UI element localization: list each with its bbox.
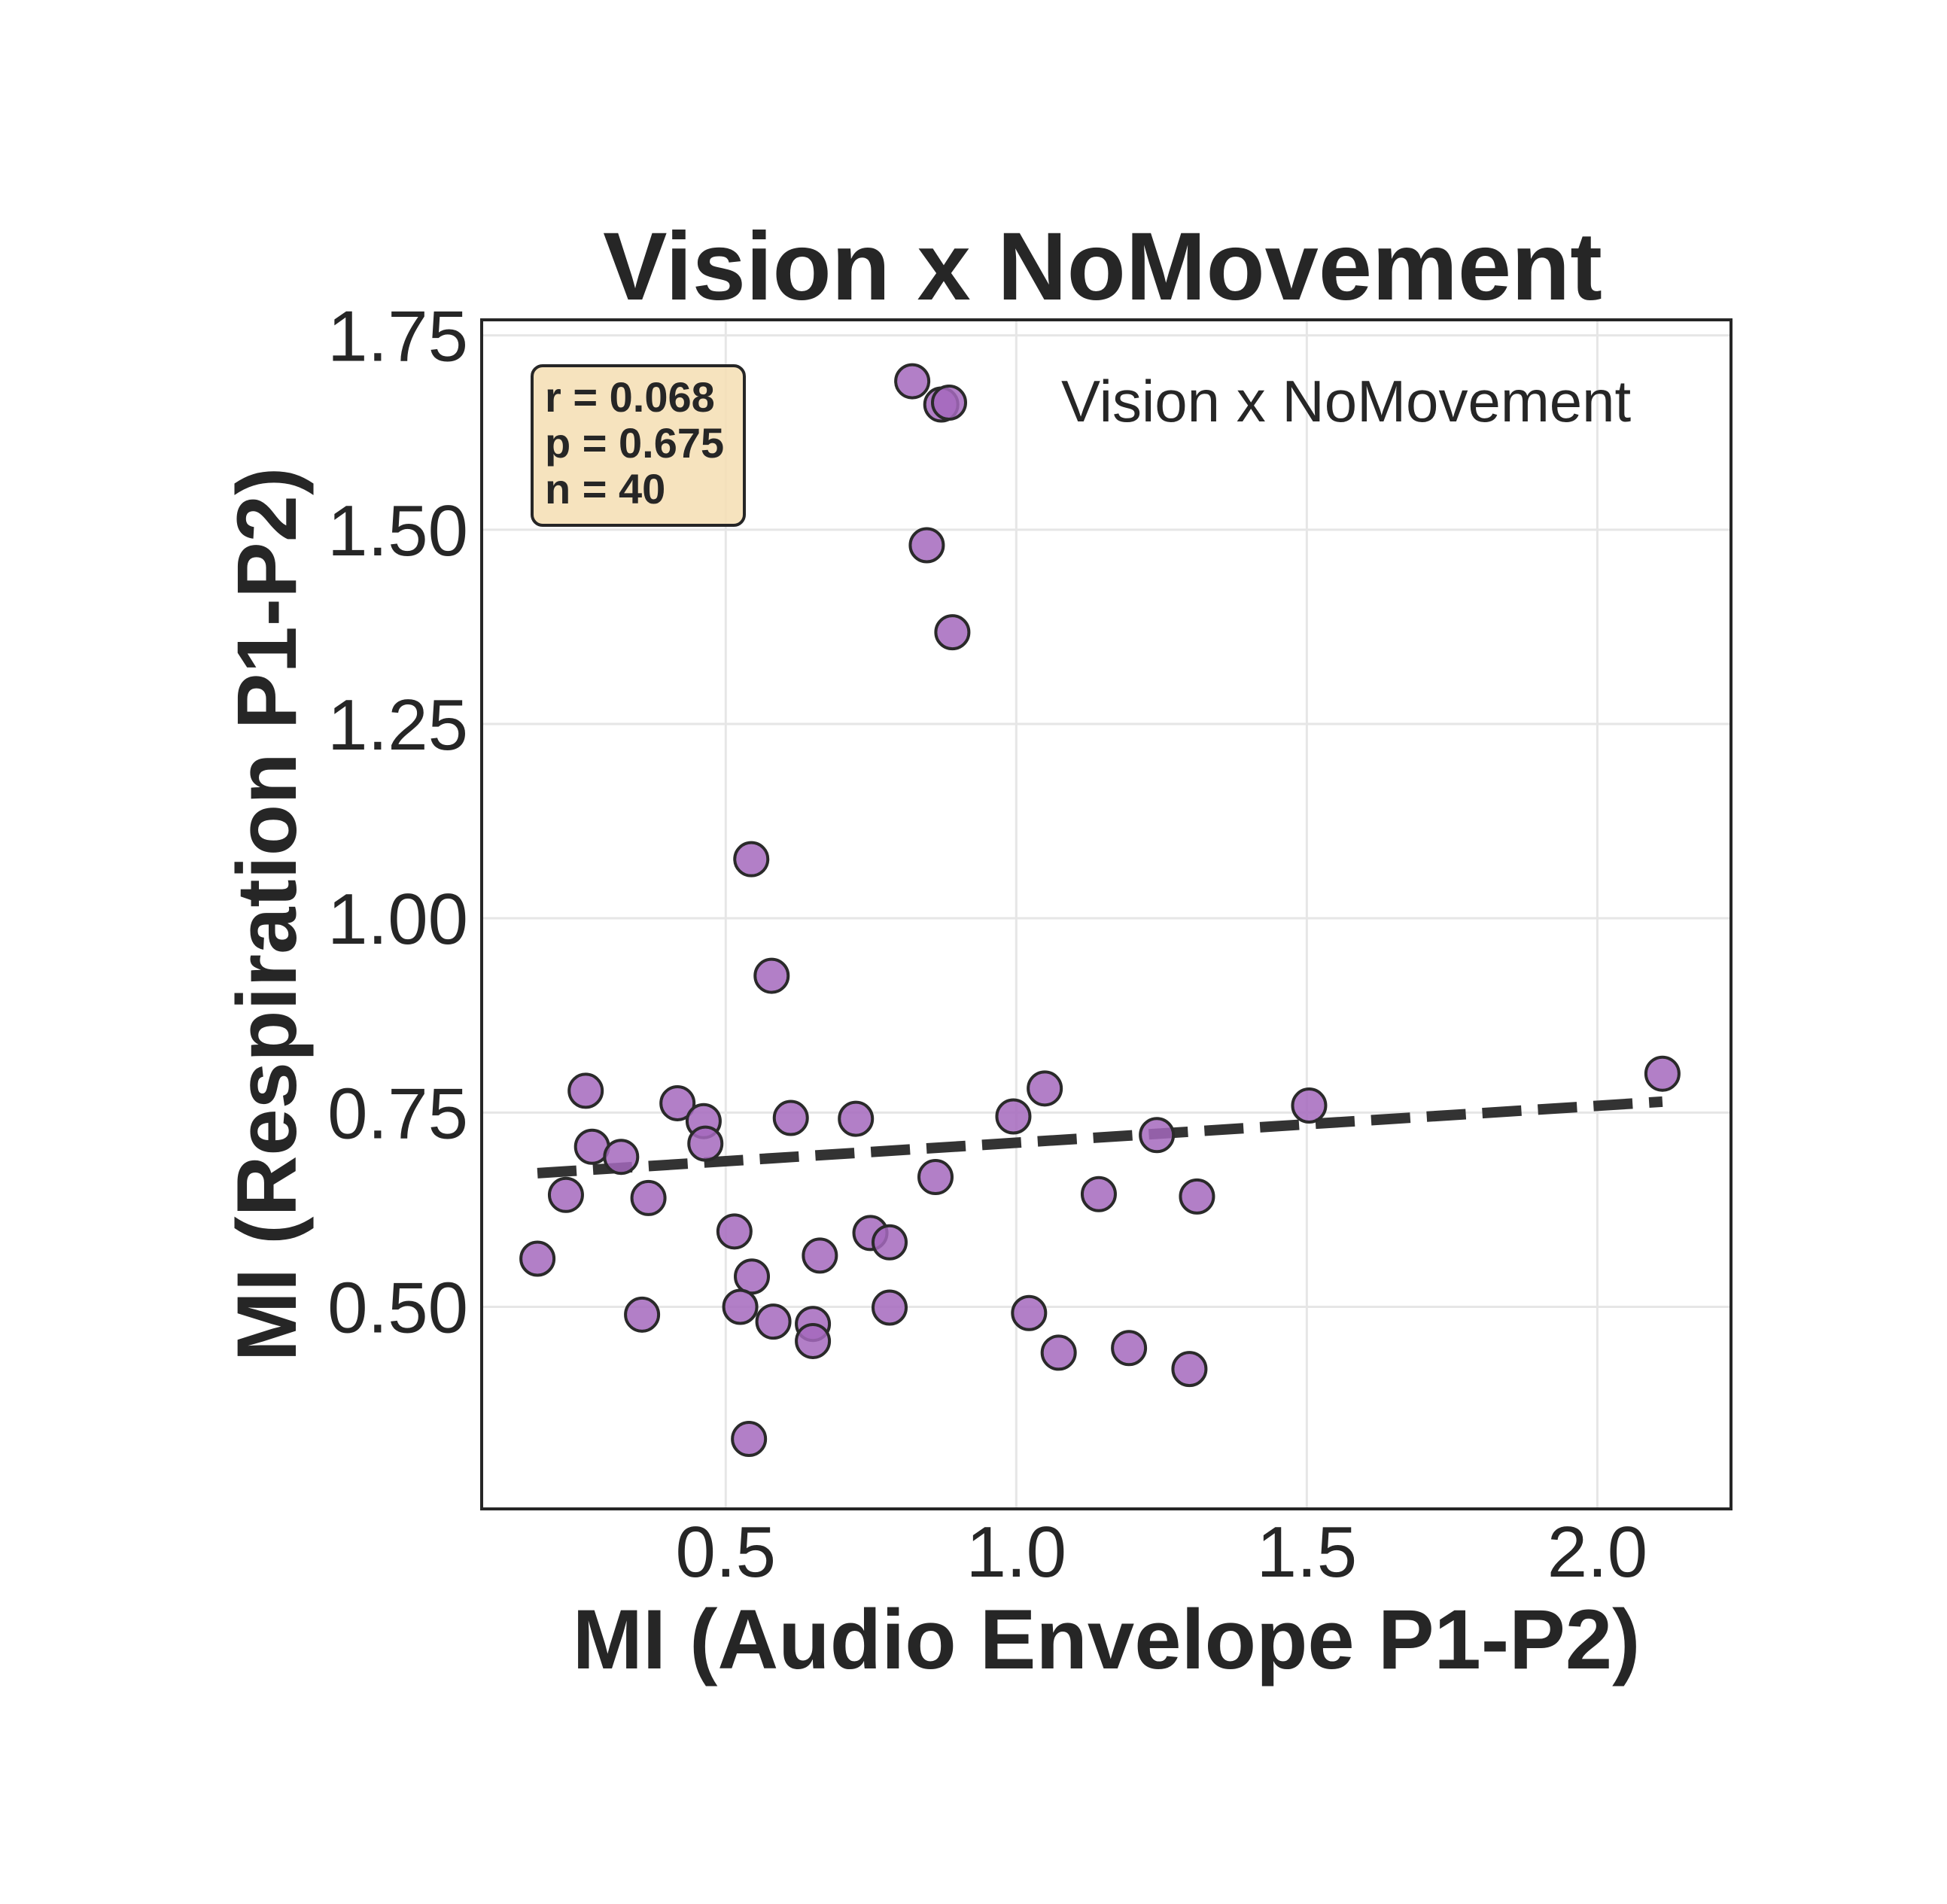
data-point [838,1100,875,1137]
y-tick-label: 1.50 [327,491,468,571]
y-tick-label: 1.00 [327,879,468,960]
data-point [872,1224,908,1261]
stats-n: n = 40 [545,465,665,512]
stats-annotation: r = 0.068 p = 0.675 n = 40 [531,364,746,527]
regression-line [537,1096,1663,1179]
data-point [1040,1334,1077,1371]
x-tick-labels: 0.5 1.0 1.5 2.0 [676,1512,1648,1592]
plot-frame [480,318,1733,1510]
data-point [687,1125,724,1162]
data-point [567,1072,604,1109]
x-axis-label: MI (Audio Envelope P1-P2) [573,1592,1641,1687]
x-tick-label: 2.0 [1547,1512,1647,1592]
data-point [722,1288,759,1325]
data-point [630,1179,667,1216]
data-point [1179,1178,1215,1215]
data-point [753,957,790,994]
data-point [872,1289,908,1326]
fit-line [537,1096,1663,1179]
data-point [802,1237,838,1274]
data-point [734,1258,771,1295]
data-point [1644,1055,1681,1092]
data-point [917,1159,954,1196]
legend-marker [931,385,967,421]
legend: Vision x NoMovement [931,368,1632,434]
y-tick-label: 0.75 [327,1073,468,1154]
stats-r: r = 0.068 [545,373,715,421]
y-axis-label: MI (Respiration P1-P2) [220,467,314,1362]
data-point [519,1240,556,1277]
data-point [1027,1070,1063,1107]
y-tick-label: 1.25 [327,685,468,765]
data-point [894,363,931,400]
data-point [795,1322,832,1359]
stats-p: p = 0.675 [545,419,724,467]
data-point [995,1098,1032,1135]
stats-box [531,364,746,527]
data-point [731,1421,768,1458]
data-point [1139,1117,1176,1154]
data-point [1111,1330,1148,1367]
data-point [755,1303,792,1340]
data-point [1011,1294,1048,1331]
data-point [1080,1176,1117,1212]
data-point [908,527,945,564]
data-point [772,1100,809,1136]
data-point [1171,1351,1208,1388]
data-point [659,1084,696,1121]
data-points [519,363,1681,1458]
data-point [733,841,770,877]
data-point [603,1139,640,1176]
chart-title: Vision x NoMovement [603,213,1602,321]
data-point [1291,1087,1328,1124]
data-point [716,1213,753,1250]
y-tick-label: 1.75 [327,297,468,377]
data-point [934,614,971,651]
x-tick-label: 1.5 [1257,1512,1357,1592]
x-tick-label: 1.0 [966,1512,1066,1592]
y-tick-label: 0.50 [327,1268,468,1349]
x-tick-label: 0.5 [676,1512,776,1592]
data-point [624,1296,661,1333]
y-tick-labels: 0.50 0.75 1.00 1.25 1.50 1.75 [327,297,468,1349]
legend-label: Vision x NoMovement [1061,368,1632,434]
data-point [547,1176,584,1213]
